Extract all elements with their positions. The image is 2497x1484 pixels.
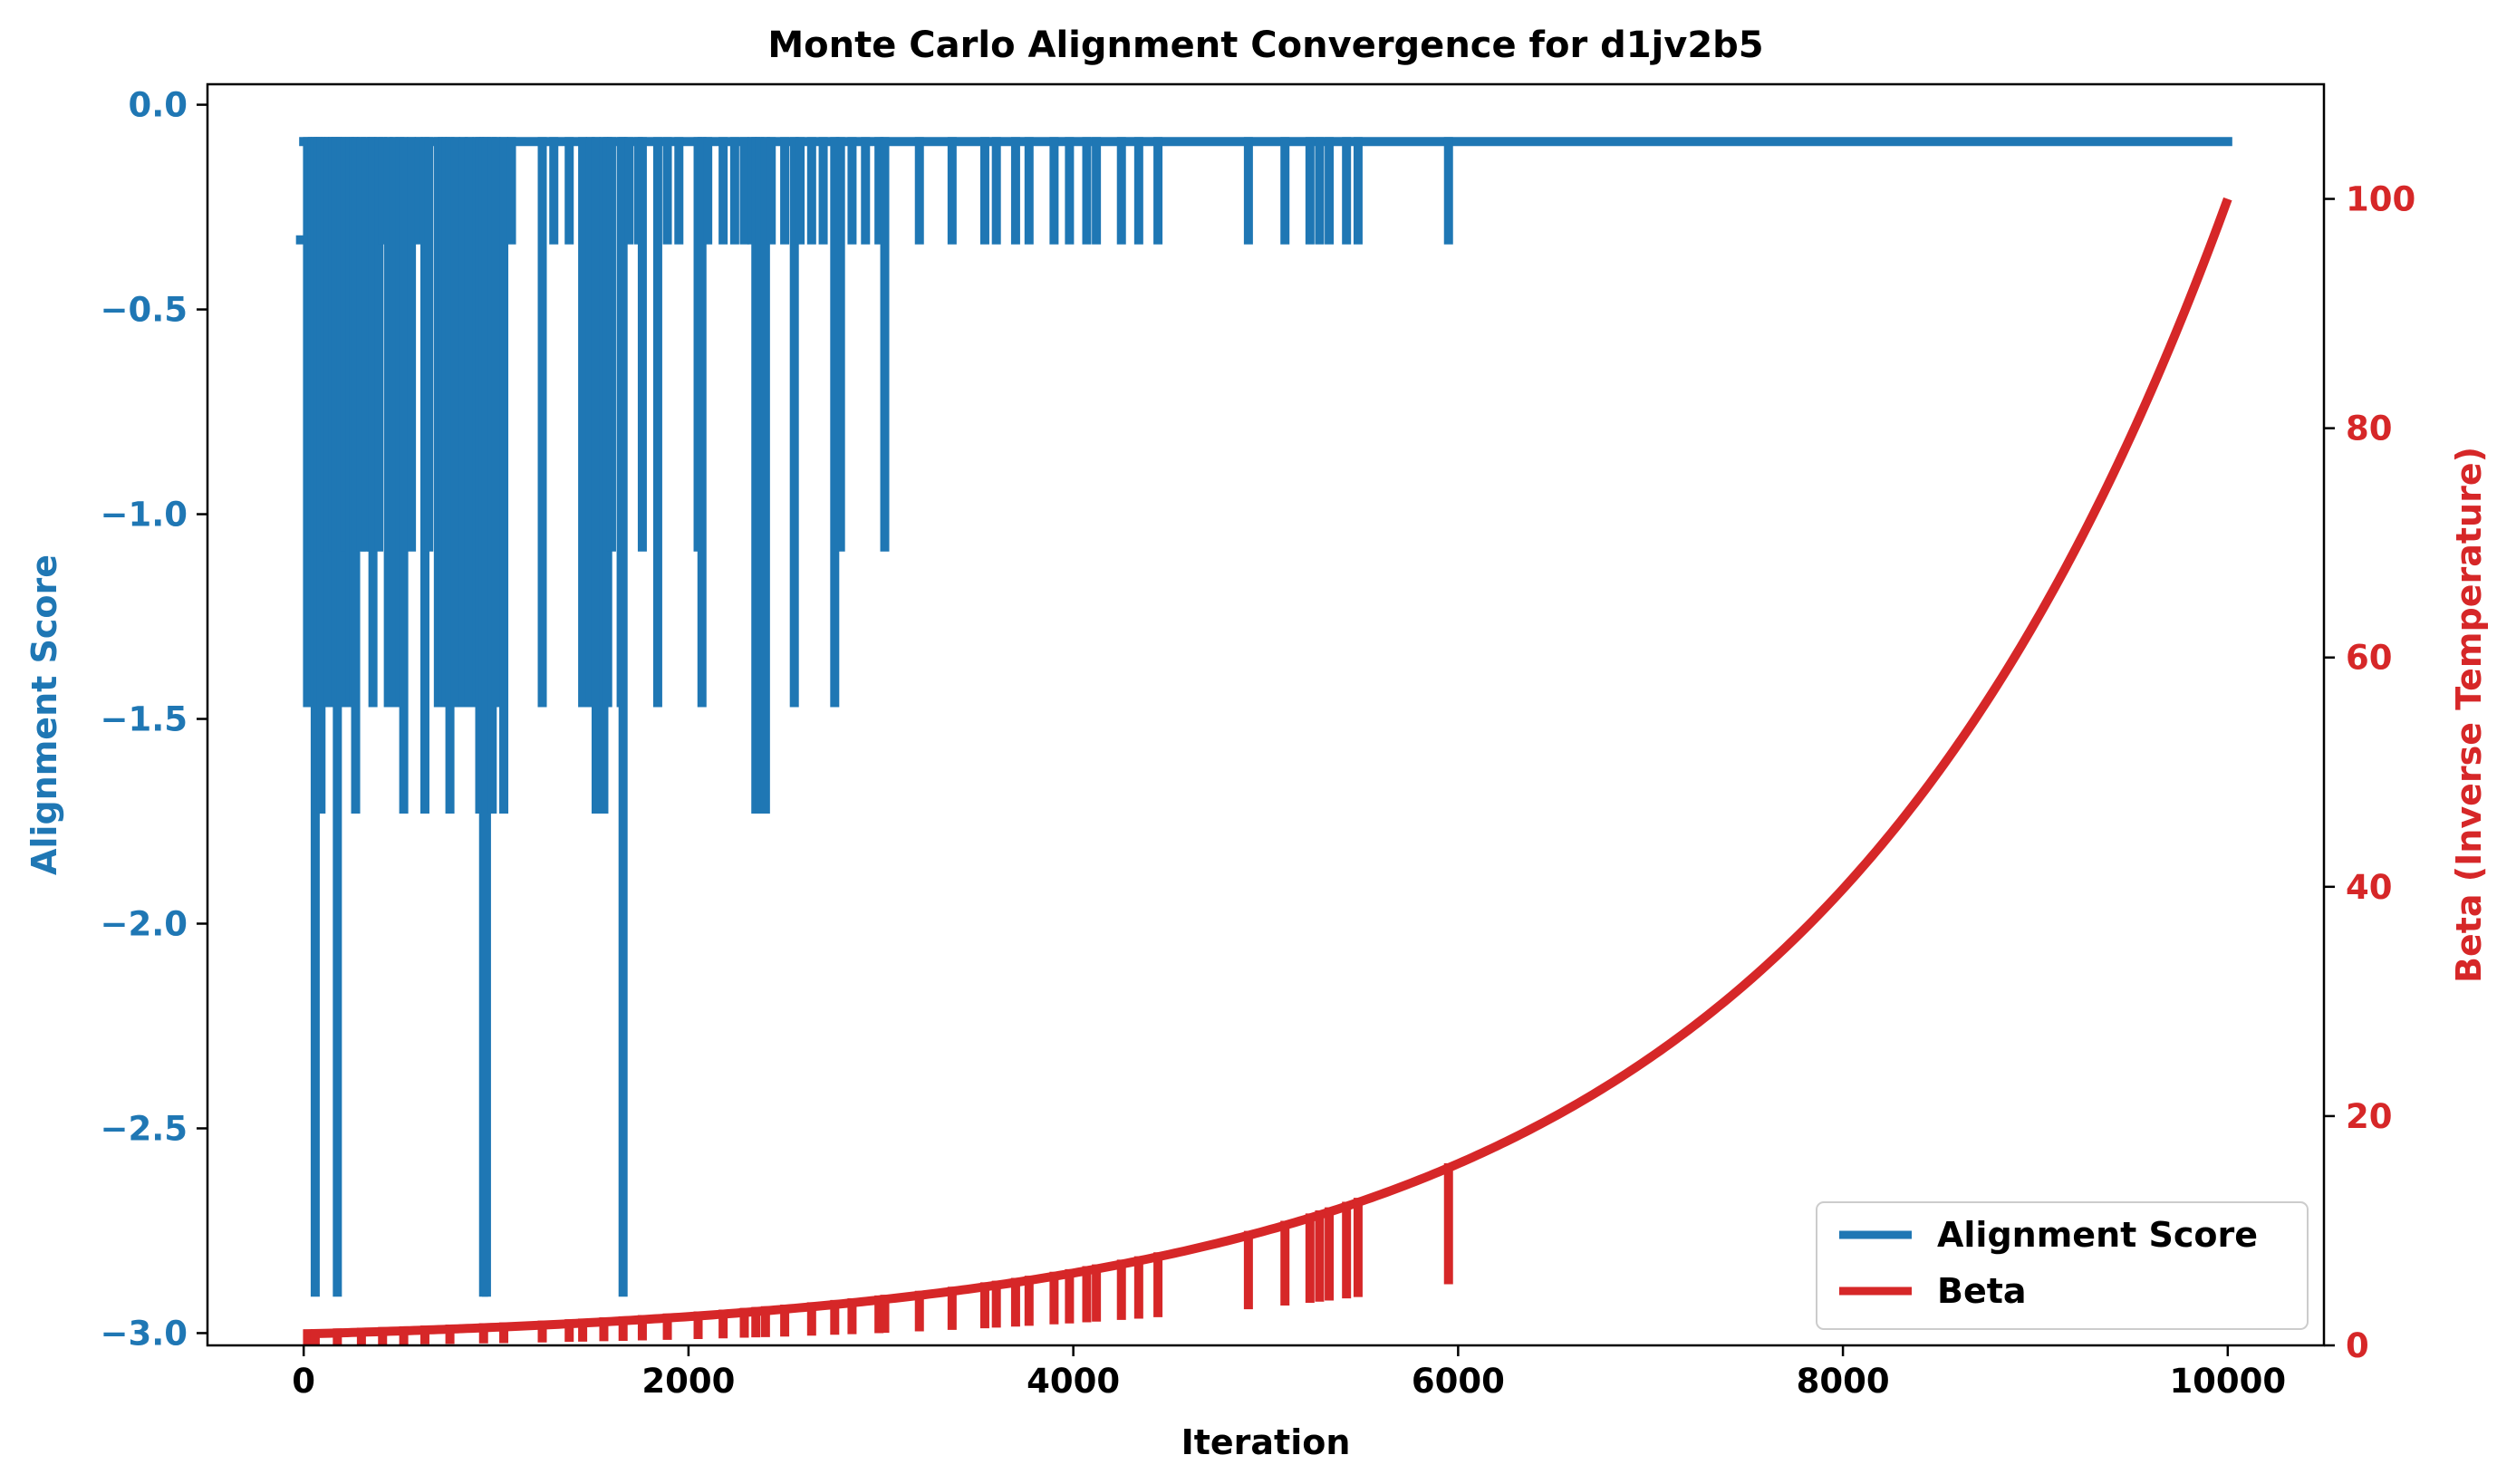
- y-left-tick-label: −1.0: [100, 496, 188, 535]
- y-right-tick-label: 60: [2346, 639, 2393, 678]
- y-axis-left: 0.0 −0.5 −1.0 −1.5 −2.0 −2.5 −3.0: [100, 86, 207, 1353]
- x-axis-label: Iteration: [1181, 1422, 1351, 1462]
- y-left-tick-label: −3.0: [100, 1314, 188, 1353]
- y-left-tick-label: −1.5: [100, 700, 188, 739]
- legend-label-beta: Beta: [1937, 1271, 2027, 1311]
- y-left-tick-label: −2.0: [100, 904, 188, 943]
- y-right-tick-label: 0: [2346, 1326, 2369, 1365]
- y-right-tick-label: 100: [2346, 180, 2415, 219]
- y-left-tick-label: −2.5: [100, 1109, 188, 1148]
- series-alignment-score: [295, 137, 2232, 1297]
- x-tick-label: 2000: [641, 1362, 735, 1401]
- axes-frame: [206, 82, 2326, 1347]
- x-axis: 0 2000 4000 6000 8000 10000: [292, 1345, 2286, 1401]
- x-tick-label: 0: [292, 1362, 315, 1401]
- x-tick-label: 6000: [1412, 1362, 1505, 1401]
- y-axis-right-label: Beta (Inverse Temperature): [2449, 447, 2489, 983]
- legend: Alignment Score Beta: [1816, 1201, 2309, 1330]
- legend-label-alignment-score: Alignment Score: [1937, 1215, 2258, 1255]
- x-tick-label: 10000: [2169, 1362, 2286, 1401]
- y-axis-left-label: Alignment Score: [24, 554, 64, 875]
- chart-title: Monte Carlo Alignment Convergence for d1…: [767, 24, 1763, 66]
- y-left-tick-label: 0.0: [128, 86, 188, 125]
- y-axis-right: 0 20 40 60 80 100: [2324, 180, 2415, 1365]
- legend-box: [1816, 1201, 2309, 1330]
- y-left-tick-label: −0.5: [100, 291, 188, 330]
- x-tick-label: 4000: [1027, 1362, 1120, 1401]
- y-right-tick-label: 80: [2346, 410, 2393, 448]
- y-right-tick-label: 20: [2346, 1097, 2393, 1136]
- series-beta: [303, 197, 2232, 1346]
- y-right-tick-label: 40: [2346, 868, 2393, 907]
- x-tick-label: 8000: [1797, 1362, 1890, 1401]
